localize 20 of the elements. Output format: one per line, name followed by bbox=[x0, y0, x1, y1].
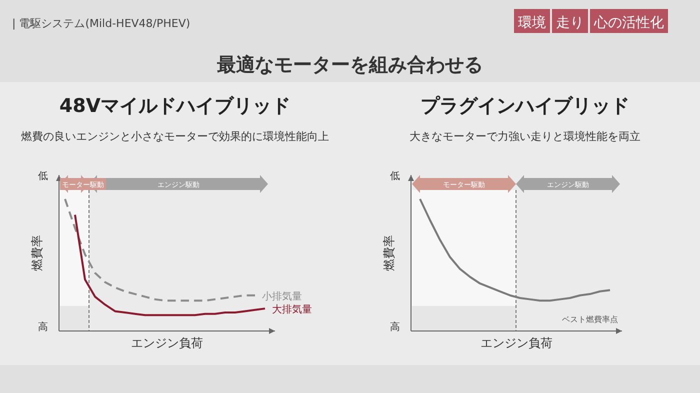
annotation: ベスト燃費率点 bbox=[562, 315, 618, 324]
text: 心の活性化 bbox=[593, 15, 664, 31]
chart-subtitle: 大きなモーターで力強い走りと環境性能を両立 bbox=[410, 130, 640, 143]
x-axis-title: エンジン負荷 bbox=[480, 336, 552, 350]
chart-title: プラグインハイブリッド bbox=[420, 95, 630, 117]
text: 最適なモーターを組み合わせる bbox=[216, 54, 483, 76]
text: 環境 bbox=[518, 15, 546, 31]
text: 走り bbox=[556, 15, 584, 31]
text: 高 bbox=[390, 321, 400, 333]
text: 低 bbox=[390, 171, 400, 182]
series-label: 大排気量 bbox=[272, 304, 312, 316]
x-axis-title: エンジン負荷 bbox=[131, 336, 203, 350]
series-label: 小排気量 bbox=[262, 290, 302, 302]
text: 低 bbox=[38, 171, 48, 182]
y-axis-title: 燃費率 bbox=[382, 235, 396, 271]
text: | 電駆システム(Mild-HEV48/PHEV) bbox=[12, 17, 190, 30]
chart-title: 48Vマイルドハイブリッド bbox=[59, 95, 291, 117]
text: 高 bbox=[38, 321, 48, 333]
chart-subtitle: 燃費の良いエンジンと小さなモーターで効果的に環境性能向上 bbox=[21, 130, 329, 143]
y-axis-title: 燃費率 bbox=[30, 235, 44, 271]
